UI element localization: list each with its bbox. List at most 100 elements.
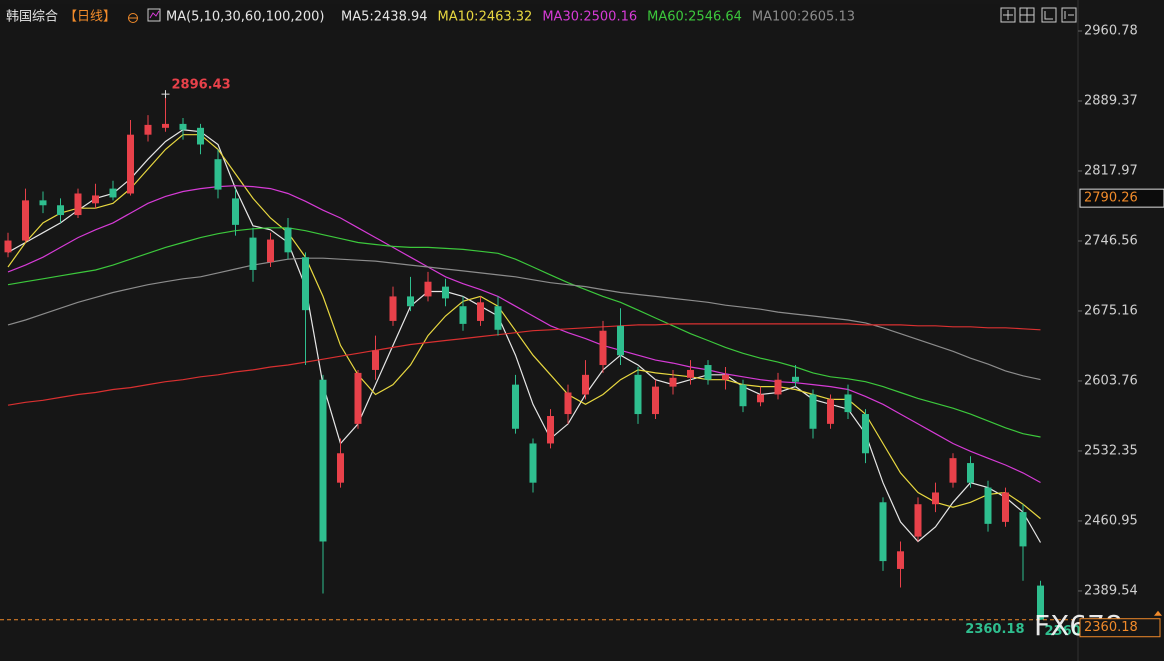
candle-body xyxy=(319,379,327,542)
candle-body xyxy=(109,188,117,198)
candle-body xyxy=(74,193,82,216)
candle-body xyxy=(774,379,782,395)
y-tick-label: 2532.35 xyxy=(1084,443,1138,458)
legend: MA5:2438.94 MA10:2463.32 MA30:2500.16 MA60:… xyxy=(341,10,855,25)
candle-body xyxy=(179,123,187,130)
candle-body xyxy=(127,134,134,194)
candle-body xyxy=(477,302,484,321)
candle-body xyxy=(389,296,397,321)
candle-body xyxy=(914,504,922,537)
candle-body xyxy=(442,286,449,299)
candle-body xyxy=(792,376,799,382)
legend-entry: MA30:2500.16 xyxy=(542,10,637,25)
candle-body xyxy=(564,392,572,415)
tool-button[interactable] xyxy=(1000,7,1016,23)
candle-body xyxy=(844,394,852,413)
toolbar xyxy=(1000,7,1077,23)
candle-body xyxy=(757,394,764,403)
y-tick-label: 2817.97 xyxy=(1084,163,1138,178)
candle-body xyxy=(739,384,747,407)
candle-body xyxy=(232,198,239,225)
candle-body xyxy=(827,399,834,424)
y-tick-label: 2389.54 xyxy=(1084,583,1138,598)
candle-body xyxy=(617,325,624,356)
candle-body xyxy=(529,443,537,483)
candle-body xyxy=(652,386,659,415)
y-tick-label: 2960.78 xyxy=(1084,23,1138,38)
candle-body xyxy=(372,350,379,370)
candle-body xyxy=(1019,512,1027,547)
high-label: 2896.43 xyxy=(172,78,231,93)
y-tick-label: 2889.37 xyxy=(1084,93,1138,108)
candle-body xyxy=(599,330,607,366)
candle-body xyxy=(809,394,817,429)
legend-entry: MA5:2438.94 xyxy=(341,10,428,25)
tool-icon xyxy=(1044,11,1053,20)
price-marker-label: 2790.26 xyxy=(1084,191,1138,206)
candle-body xyxy=(214,159,222,190)
last-price-tag-label: 2360.18 xyxy=(1084,620,1138,635)
candle-body xyxy=(197,127,204,145)
candle-body xyxy=(92,195,99,204)
candle-body xyxy=(249,237,257,270)
candle-body xyxy=(862,414,869,454)
candle-body xyxy=(879,502,887,562)
candle-body xyxy=(547,416,554,444)
candle-body xyxy=(722,374,729,380)
last-price-tag xyxy=(1079,618,1161,638)
indicator-icon xyxy=(149,10,160,19)
y-tick-label: 2460.95 xyxy=(1084,513,1138,528)
candle-body xyxy=(984,487,992,524)
candle-body xyxy=(1002,492,1009,522)
indicator-icon[interactable] xyxy=(147,8,161,22)
period-label[interactable]: 【日线】 xyxy=(64,10,116,25)
candle-body xyxy=(144,124,152,135)
candle-body xyxy=(4,240,12,253)
tool-button[interactable] xyxy=(1061,7,1077,23)
candle-body xyxy=(284,227,292,253)
legend-entry: MA10:2463.32 xyxy=(438,10,533,25)
candle-body xyxy=(704,365,712,380)
candle-body xyxy=(57,205,64,216)
candle-body xyxy=(634,374,642,415)
candle-body xyxy=(39,200,47,206)
header-bg xyxy=(0,4,1000,30)
last-price-label: 2360.18 xyxy=(965,622,1024,637)
candle-body xyxy=(22,200,29,241)
ma-line xyxy=(7,227,1041,438)
ma-line xyxy=(7,185,1041,484)
candle-body xyxy=(967,463,974,483)
candle-body xyxy=(897,551,904,569)
candle-body xyxy=(407,296,414,307)
candle-body xyxy=(302,257,309,311)
candle-body xyxy=(1037,585,1044,620)
last-price-arrow xyxy=(1154,610,1162,616)
tool-button[interactable] xyxy=(1041,7,1057,23)
candle-body xyxy=(459,306,467,324)
indicator-label: MA(5,10,30,60,100,200) xyxy=(166,10,324,25)
y-tick-label: 2603.76 xyxy=(1084,373,1138,388)
candle-body xyxy=(949,458,957,483)
chart-title: 韩国综合 xyxy=(6,10,58,25)
candle-body xyxy=(582,374,589,395)
high-marker xyxy=(161,90,170,99)
tool-icon xyxy=(1003,10,1013,20)
ma-line xyxy=(7,257,1041,381)
legend-entry: MA100:2605.13 xyxy=(752,10,855,25)
ma-line xyxy=(7,323,1041,406)
candle-body xyxy=(162,123,169,128)
tool-icon xyxy=(1064,11,1074,19)
y-tick-label: 2746.56 xyxy=(1084,233,1138,248)
y-tick-label: 2675.16 xyxy=(1084,303,1138,318)
candle-body xyxy=(932,492,939,505)
candle-body xyxy=(267,239,274,263)
tool-icon xyxy=(1020,8,1034,22)
candle-body xyxy=(669,377,677,387)
candle-body xyxy=(424,281,432,297)
candle-body xyxy=(354,372,362,424)
legend-entry: MA60:2546.64 xyxy=(647,10,742,25)
